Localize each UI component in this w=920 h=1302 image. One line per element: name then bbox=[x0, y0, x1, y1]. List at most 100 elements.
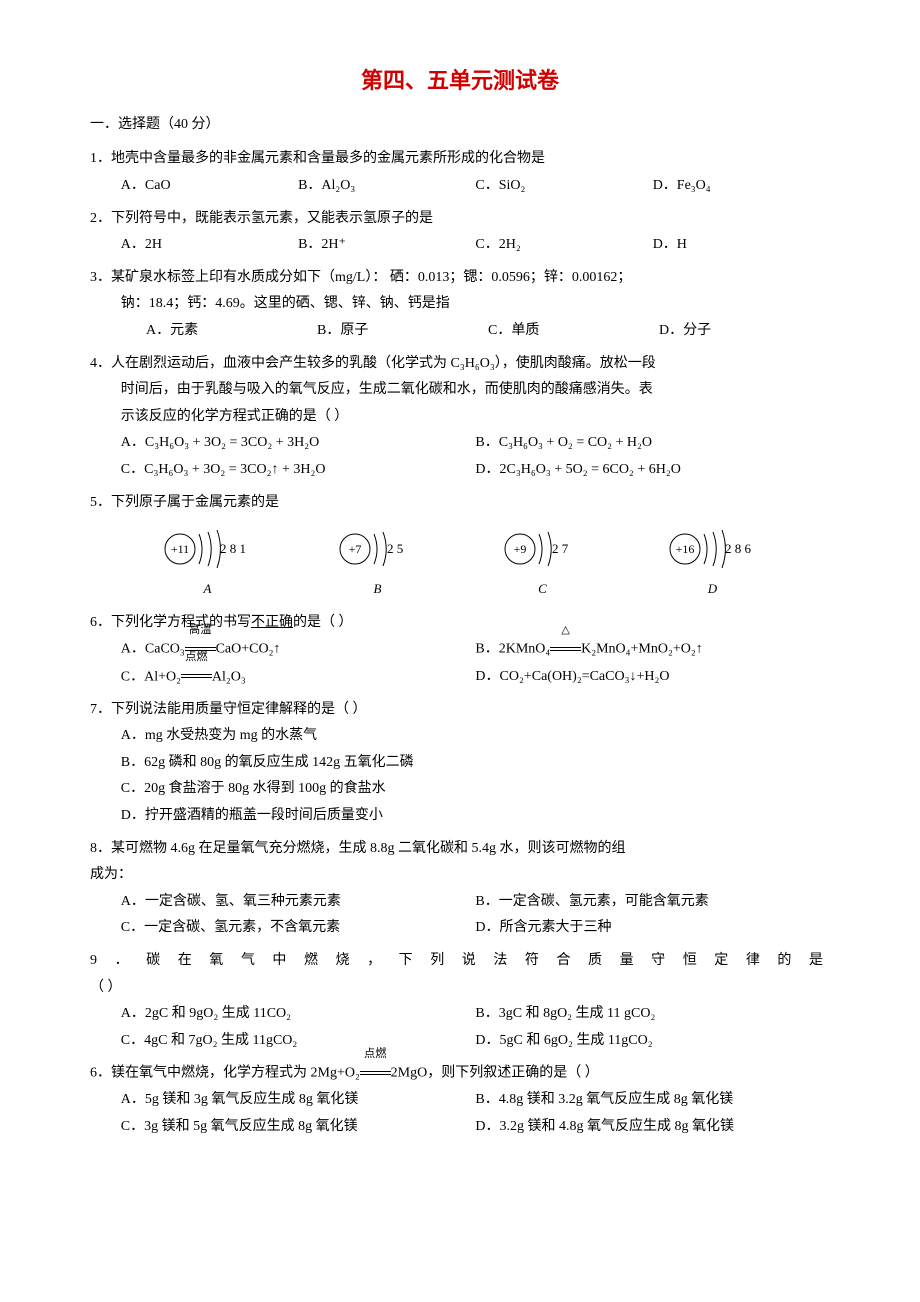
q2-options: A．2H B．2H⁺ C．2H₂ D．H bbox=[90, 232, 830, 259]
q3-opt-d: D．分子 bbox=[659, 318, 830, 345]
q6b-opt-c: C．3g 镁和 5g 氧气反应生成 8g 氧化镁 bbox=[121, 1114, 476, 1141]
q8-opt-d: D．所含元素大于三种 bbox=[475, 915, 830, 942]
question-3: 3．某矿泉水标签上印有水质成分如下（mg/L）： 硒：0.013；锶：0.059… bbox=[90, 265, 830, 345]
atom-c: +9 2 7 C bbox=[498, 522, 588, 602]
q7-opt-b: B．62g 磷和 80g 的氧反应生成 142g 五氧化二磷 bbox=[121, 750, 830, 777]
q2-opt-c: C．2H₂ bbox=[475, 232, 652, 259]
q9-opt-c: C．4gC 和 7gO₂ 生成 11gCO₂ bbox=[121, 1028, 476, 1055]
q2-opt-a: A．2H bbox=[121, 232, 298, 259]
q1-opt-b: B．Al₂O₃ bbox=[298, 173, 475, 200]
q7-stem: 7．下列说法能用质量守恒定律解释的是（ ） bbox=[90, 697, 830, 724]
q6a-stem-underline: 不正确 bbox=[251, 615, 293, 630]
q4-stem-line2: 时间后，由于乳酸与吸入的氧气反应，生成二氧化碳和水，而使肌肉的酸痛感消失。表 bbox=[90, 377, 830, 404]
svg-text:2 8 1: 2 8 1 bbox=[220, 541, 246, 556]
atom-a: +11 2 8 1 A bbox=[158, 522, 258, 602]
q6b-stem-cond: 点燃 bbox=[360, 1049, 391, 1060]
eq-arrow-icon: 点燃 bbox=[360, 1060, 391, 1087]
q6a-opt-a: A．CaCO₃高温CaO+CO₂↑ bbox=[121, 636, 476, 663]
atom-b-label: B bbox=[333, 577, 423, 602]
q7-opt-c: C．20g 食盐溶于 80g 水得到 100g 的食盐水 bbox=[121, 776, 830, 803]
q9-opt-d: D．5gC 和 6gO₂ 生成 11gCO₂ bbox=[475, 1028, 830, 1055]
q5-stem: 5．下列原子属于金属元素的是 bbox=[90, 490, 830, 517]
page-title: 第四、五单元测试卷 bbox=[90, 60, 830, 102]
svg-text:+11: +11 bbox=[170, 542, 188, 556]
eq-arrow-icon: △ bbox=[550, 636, 581, 663]
q3-opt-c: C．单质 bbox=[488, 318, 659, 345]
q1-opt-a: A．CaO bbox=[121, 173, 298, 200]
svg-text:+16: +16 bbox=[675, 542, 694, 556]
atom-a-label: A bbox=[158, 577, 258, 602]
svg-text:+9: +9 bbox=[513, 542, 526, 556]
q9-opt-a: A．2gC 和 9gO₂ 生成 11CO₂ bbox=[121, 1001, 476, 1028]
svg-text:+7: +7 bbox=[348, 542, 361, 556]
q4-stem-line3: 示该反应的化学方程式正确的是（ ） bbox=[90, 404, 830, 431]
question-6a: 6．下列化学方程式的书写不正确的是（ ） A．CaCO₃高温CaO+CO₂↑ B… bbox=[90, 610, 830, 691]
svg-text:2 7: 2 7 bbox=[552, 541, 569, 556]
q4-opt-b: B．C₃H₆O₃ + O₂ = CO₂ + H₂O bbox=[475, 430, 830, 457]
atom-d-label: D bbox=[663, 577, 763, 602]
q9-stem-line2: （ ） bbox=[90, 975, 830, 1002]
q6b-stem-pre: 6．镁在氧气中燃烧，化学方程式为 2Mg+O₂ bbox=[90, 1066, 360, 1081]
q6a-b-cond: △ bbox=[550, 625, 581, 636]
q6a-stem-pre: 6．下列化学方程式的书写 bbox=[90, 615, 251, 630]
q3-opt-b: B．原子 bbox=[317, 318, 488, 345]
q6a-c-cond: 点燃 bbox=[181, 652, 212, 663]
q6a-opt-b: B．2KMnO₄△K₂MnO₄+MnO₂+O₂↑ bbox=[475, 636, 830, 663]
q8-options: A．一定含碳、氢、氧三种元素元素 B．一定含碳、氢元素，可能含氧元素 C．一定含… bbox=[90, 889, 830, 942]
q9-opt-b: B．3gC 和 8gO₂ 生成 11 gCO₂ bbox=[475, 1001, 830, 1028]
q6b-stem: 6．镁在氧气中燃烧，化学方程式为 2Mg+O₂点燃2MgO，则下列叙述正确的是（… bbox=[90, 1060, 830, 1087]
q6b-opt-a: A．5g 镁和 3g 氧气反应生成 8g 氧化镁 bbox=[121, 1087, 476, 1114]
q4-stem-line1: 4．人在剧烈运动后，血液中会产生较多的乳酸（化学式为 C₃H₆O₃），使肌肉酸痛… bbox=[90, 351, 830, 378]
q8-stem-line2: 成为： bbox=[90, 862, 830, 889]
atom-c-label: C bbox=[498, 577, 588, 602]
eq-arrow-icon: 点燃 bbox=[181, 664, 212, 691]
question-4: 4．人在剧烈运动后，血液中会产生较多的乳酸（化学式为 C₃H₆O₃），使肌肉酸痛… bbox=[90, 351, 830, 484]
q6a-b-post: K₂MnO₄+MnO₂+O₂↑ bbox=[581, 642, 703, 657]
q6a-c-post: Al₂O₃ bbox=[212, 669, 246, 684]
q9-stem-text: 9．碳在氧气中燃烧，下列说法符合质量守恒定律的是 bbox=[90, 953, 830, 968]
q8-opt-c: C．一定含碳、氢元素，不含氧元素 bbox=[121, 915, 476, 942]
svg-text:2 5: 2 5 bbox=[387, 541, 403, 556]
q6a-a-pre: A．CaCO₃ bbox=[121, 642, 185, 657]
q6b-options: A．5g 镁和 3g 氧气反应生成 8g 氧化镁 B．4.8g 镁和 3.2g … bbox=[90, 1087, 830, 1140]
question-9: 9．碳在氧气中燃烧，下列说法符合质量守恒定律的是 （ ） A．2gC 和 9gO… bbox=[90, 948, 830, 1054]
q1-opt-d: D．Fe₃O₄ bbox=[653, 173, 830, 200]
q5-diagrams: +11 2 8 1 A +7 2 5 B +9 bbox=[90, 516, 830, 604]
q6a-c-pre: C．Al+O₂ bbox=[121, 669, 181, 684]
q6b-stem-post: 2MgO，则下列叙述正确的是（ ） bbox=[391, 1066, 599, 1081]
q6a-b-pre: B．2KMnO₄ bbox=[475, 642, 550, 657]
q1-stem: 1．地壳中含量最多的非金属元素和含量最多的金属元素所形成的化合物是 bbox=[90, 146, 830, 173]
q7-opt-d: D．拧开盛酒精的瓶盖一段时间后质量变小 bbox=[121, 803, 830, 830]
q6a-opt-d: D．CO₂+Ca(OH)₂=CaCO₃↓+H₂O bbox=[475, 664, 830, 691]
q4-opt-a: A．C₃H₆O₃ + 3O₂ = 3CO₂ + 3H₂O bbox=[121, 430, 476, 457]
question-6b: 6．镁在氧气中燃烧，化学方程式为 2Mg+O₂点燃2MgO，则下列叙述正确的是（… bbox=[90, 1060, 830, 1140]
question-1: 1．地壳中含量最多的非金属元素和含量最多的金属元素所形成的化合物是 A．CaO … bbox=[90, 146, 830, 199]
q8-opt-b: B．一定含碳、氢元素，可能含氧元素 bbox=[475, 889, 830, 916]
question-5: 5．下列原子属于金属元素的是 +11 2 8 1 A +7 2 5 B bbox=[90, 490, 830, 604]
svg-text:2 8 6: 2 8 6 bbox=[725, 541, 752, 556]
q1-opt-c: C．SiO₂ bbox=[475, 173, 652, 200]
q8-opt-a: A．一定含碳、氢、氧三种元素元素 bbox=[121, 889, 476, 916]
question-7: 7．下列说法能用质量守恒定律解释的是（ ） A．mg 水受热变为 mg 的水蒸气… bbox=[90, 697, 830, 830]
q8-stem-line1: 8．某可燃物 4.6g 在足量氧气充分燃烧，生成 8.8g 二氧化碳和 5.4g… bbox=[90, 836, 830, 863]
q6a-a-cond: 高温 bbox=[185, 625, 216, 636]
q6b-opt-b: B．4.8g 镁和 3.2g 氧气反应生成 8g 氧化镁 bbox=[475, 1087, 830, 1114]
q4-opt-c: C．C₃H₆O₃ + 3O₂ = 3CO₂↑ + 3H₂O bbox=[121, 457, 476, 484]
q6a-stem-post: 的是（ ） bbox=[293, 615, 353, 630]
q4-options: A．C₃H₆O₃ + 3O₂ = 3CO₂ + 3H₂O B．C₃H₆O₃ + … bbox=[90, 430, 830, 483]
q4-opt-d: D．2C₃H₆O₃ + 5O₂ = 6CO₂ + 6H₂O bbox=[475, 457, 830, 484]
q2-opt-b: B．2H⁺ bbox=[298, 232, 475, 259]
q6a-opt-c: C．Al+O₂点燃Al₂O₃ bbox=[121, 664, 476, 691]
q1-options: A．CaO B．Al₂O₃ C．SiO₂ D．Fe₃O₄ bbox=[90, 173, 830, 200]
q6a-options-row2: C．Al+O₂点燃Al₂O₃ D．CO₂+Ca(OH)₂=CaCO₃↓+H₂O bbox=[90, 664, 830, 691]
question-2: 2．下列符号中，既能表示氢元素，又能表示氢原子的是 A．2H B．2H⁺ C．2… bbox=[90, 206, 830, 259]
q7-opt-a: A．mg 水受热变为 mg 的水蒸气 bbox=[121, 723, 830, 750]
q9-options: A．2gC 和 9gO₂ 生成 11CO₂ B．3gC 和 8gO₂ 生成 11… bbox=[90, 1001, 830, 1054]
q3-stem-line1: 3．某矿泉水标签上印有水质成分如下（mg/L）： 硒：0.013；锶：0.059… bbox=[90, 265, 830, 292]
q7-options: A．mg 水受热变为 mg 的水蒸气 B．62g 磷和 80g 的氧反应生成 1… bbox=[90, 723, 830, 829]
q6a-a-post: CaO+CO₂↑ bbox=[216, 642, 281, 657]
q3-opt-a: A．元素 bbox=[146, 318, 317, 345]
q2-stem: 2．下列符号中，既能表示氢元素，又能表示氢原子的是 bbox=[90, 206, 830, 233]
atom-d: +16 2 8 6 D bbox=[663, 522, 763, 602]
q3-stem-line2: 钠：18.4；钙：4.69。这里的硒、锶、锌、钠、钙是指 bbox=[90, 291, 830, 318]
